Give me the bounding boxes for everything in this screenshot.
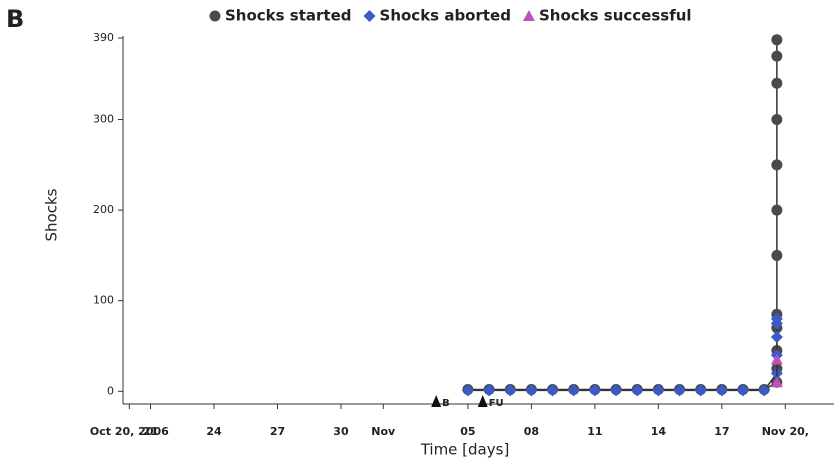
annotation-label: FU	[489, 398, 504, 409]
series-line	[467, 39, 778, 391]
data-point	[771, 249, 783, 261]
annotation-marker	[431, 395, 442, 407]
data-point	[737, 384, 750, 397]
data-point	[771, 159, 783, 171]
data-point	[770, 317, 783, 330]
x-tick-label: 27	[270, 425, 285, 438]
x-tick-label: Nov 20,	[762, 425, 809, 438]
y-tick-label: 300	[93, 113, 114, 126]
data-point	[525, 384, 538, 397]
y-tick-label: 390	[93, 31, 114, 44]
data-point	[758, 384, 771, 397]
data-point	[771, 50, 783, 62]
data-point	[770, 330, 783, 343]
data-point	[673, 384, 686, 397]
legend-label: Shocks successful	[539, 7, 692, 25]
data-point	[771, 34, 783, 46]
x-tick-label: 14	[651, 425, 667, 438]
legend-marker	[522, 10, 535, 21]
annotation-marker	[477, 395, 488, 407]
data-point	[771, 114, 783, 126]
data-point	[771, 204, 783, 216]
annotation-label: B	[442, 398, 450, 409]
legend-marker	[209, 10, 221, 22]
x-tick-label: 24	[206, 425, 222, 438]
legend-marker	[363, 10, 376, 22]
x-tick-label: 11	[587, 425, 602, 438]
data-point	[771, 77, 783, 89]
x-axis-label: Time [days]	[420, 441, 510, 459]
data-point	[588, 384, 601, 397]
data-point	[694, 384, 707, 397]
y-tick-label: 200	[93, 203, 114, 216]
data-point	[770, 353, 783, 365]
x-tick-label: 17	[714, 425, 729, 438]
x-tick-label: 05	[460, 425, 475, 438]
panel-label: B	[6, 5, 24, 33]
series-line	[467, 318, 778, 392]
data-point	[461, 384, 474, 397]
y-tick-label: 100	[93, 294, 114, 307]
x-tick-label: 30	[333, 425, 349, 438]
x-tick-label: 21	[143, 425, 158, 438]
x-tick-label: 08	[524, 425, 539, 438]
data-point	[770, 376, 783, 388]
data-point	[504, 384, 517, 397]
data-point	[567, 384, 580, 397]
x-tick-label: Oct 20, 2006	[90, 425, 169, 438]
data-point	[610, 384, 623, 397]
data-point	[483, 384, 496, 397]
x-tick-label: Nov	[371, 425, 396, 438]
legend-label: Shocks started	[225, 7, 352, 25]
y-tick-label: 0	[107, 384, 114, 397]
data-point	[715, 384, 728, 397]
data-point	[631, 384, 644, 397]
data-point	[546, 384, 559, 397]
y-axis-label: Shocks	[43, 188, 61, 241]
data-point	[652, 384, 665, 397]
legend-label: Shocks aborted	[380, 7, 511, 25]
